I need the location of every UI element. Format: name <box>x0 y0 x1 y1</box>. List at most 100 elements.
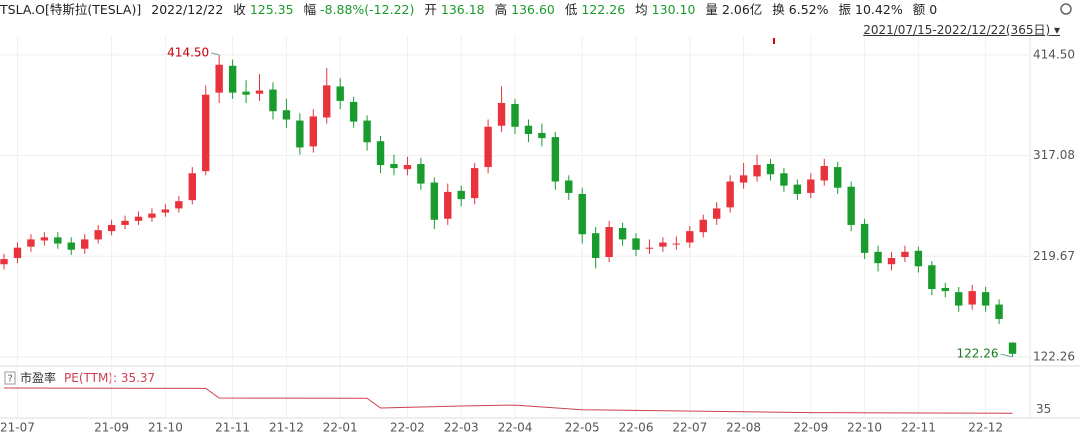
candle-body <box>188 173 196 201</box>
settings-icon[interactable] <box>1060 3 1072 15</box>
candle-body <box>928 265 936 290</box>
candle-body <box>538 132 546 139</box>
candle-body <box>27 239 35 247</box>
candle-body <box>470 168 479 199</box>
x-tick-label: 22-01 <box>323 421 358 435</box>
candle-body <box>712 208 721 219</box>
candle-body <box>161 209 170 213</box>
candle-body <box>981 292 990 306</box>
quote-label: 振 <box>838 2 852 17</box>
quote-value: 10.42% <box>855 2 903 17</box>
annotation-label: 122.26 <box>957 346 999 360</box>
candle-body <box>941 287 949 292</box>
help-icon[interactable] <box>4 371 16 385</box>
candle-body <box>457 190 465 200</box>
x-tick-label: 22-06 <box>619 421 654 435</box>
annotation-leader <box>211 52 220 56</box>
candle-body <box>430 182 439 220</box>
pe-line <box>4 387 1013 414</box>
candle-body <box>726 181 734 208</box>
quote-header: TSLA.O[特斯拉(TESLA)] 2022/12/22 收 125.35 幅 -8.8… <box>0 0 1060 20</box>
annotation-label: 414.50 <box>167 45 209 59</box>
candle-body <box>376 141 385 165</box>
candle-body <box>255 90 264 94</box>
candle-body <box>296 120 304 148</box>
candle-body <box>444 191 452 219</box>
pe-title: 市盈率 <box>20 370 56 385</box>
candle-body <box>417 163 425 184</box>
pe-label: PE(TTM): 35.37 <box>64 371 155 385</box>
candle-body <box>847 186 855 225</box>
quote-value: 125.35 <box>249 2 294 17</box>
candle-body <box>901 251 909 257</box>
x-tick-label: 22-10 <box>847 421 882 435</box>
candle-body <box>753 164 761 177</box>
x-tick-label: 21-07 <box>0 421 35 435</box>
quote-label: 低 <box>564 2 578 17</box>
candle-body <box>107 224 116 232</box>
candle-body <box>121 220 129 225</box>
candle-body <box>363 120 371 143</box>
date-range-text[interactable]: 2021/07/15-2022/12/22(365日) <box>863 23 1051 37</box>
candle-body <box>54 237 62 244</box>
candle-body <box>618 228 627 240</box>
candle-body <box>511 104 519 127</box>
candle-body <box>175 201 183 209</box>
candle-body <box>605 227 613 257</box>
y-tick-label: 35 <box>1036 402 1051 416</box>
x-tick-label: 22-12 <box>968 421 1003 435</box>
x-tick-label: 21-12 <box>269 421 304 435</box>
quote-label: 高 <box>494 2 508 17</box>
candle-body <box>955 292 963 306</box>
candle-body <box>820 166 828 181</box>
candle-body <box>578 193 586 235</box>
candle-body <box>834 167 842 188</box>
candle-body <box>780 173 788 186</box>
candle-body <box>484 126 492 168</box>
candle-body <box>739 175 748 183</box>
y-tick-label: 122.26 <box>1033 349 1075 363</box>
candle-body <box>766 163 775 175</box>
quote-value: 122.26 <box>581 2 626 17</box>
y-tick-label: 317.08 <box>1033 148 1075 162</box>
candle-body <box>807 179 815 193</box>
candle-body <box>551 137 560 182</box>
quote-value: 2.06亿 <box>721 2 763 17</box>
x-tick-label: 21-10 <box>148 421 183 435</box>
candle-body <box>860 223 869 253</box>
date-range[interactable]: 2021/07/15-2022/12/22(365日) ▾ <box>863 23 1060 37</box>
candle-body <box>591 233 600 259</box>
x-tick-label: 22-07 <box>672 421 707 435</box>
candle-body <box>0 259 8 265</box>
candle-body <box>793 184 802 194</box>
help-mark[interactable]: ? <box>8 374 13 385</box>
candle-body <box>40 237 49 241</box>
x-tick-label: 22-02 <box>390 421 425 435</box>
candle-body <box>67 242 75 250</box>
candle-body <box>202 94 210 172</box>
date: 2022/12/22 <box>151 2 224 17</box>
candle-body <box>81 239 89 249</box>
quote-label: 幅 <box>303 2 317 17</box>
quote-value: 136.60 <box>511 2 555 17</box>
candle-body <box>1008 342 1017 354</box>
quote-value: 6.52% <box>788 2 829 17</box>
quote-value: 136.18 <box>440 2 485 17</box>
candle-body <box>874 251 882 264</box>
quote-label: 额 <box>912 2 926 17</box>
x-tick-label: 22-03 <box>444 421 479 435</box>
candle-body <box>134 216 143 221</box>
candle-body <box>269 89 277 112</box>
candle-body <box>148 213 156 218</box>
candle-body <box>13 247 22 259</box>
candle-body <box>686 231 694 243</box>
candle-body <box>323 85 331 118</box>
quote-value: 130.10 <box>651 2 696 17</box>
x-tick-label: 22-11 <box>901 421 936 435</box>
annotation-leader <box>1000 353 1013 358</box>
x-tick-label: 22-05 <box>565 421 600 435</box>
candle-body <box>282 110 291 120</box>
candle-body <box>914 250 923 267</box>
